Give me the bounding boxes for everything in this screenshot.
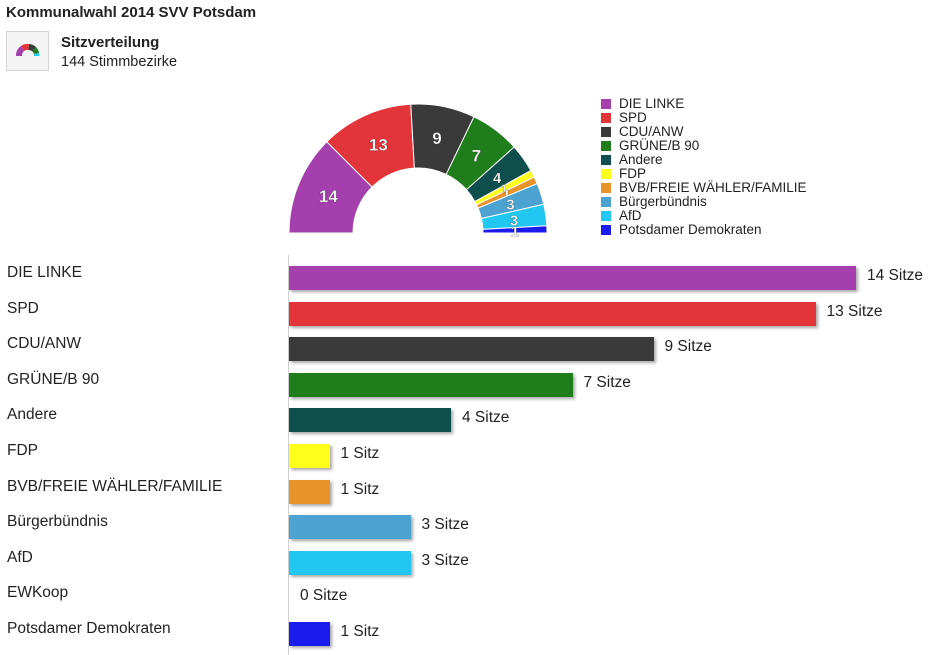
- legend-swatch: [601, 113, 611, 123]
- bar-value-label: 1 Sitz: [340, 445, 380, 462]
- legend-item[interactable]: Potsdamer Demokraten: [601, 223, 807, 237]
- legend-swatch: [601, 141, 611, 151]
- chart-subtitle: Sitzverteilung: [61, 34, 160, 51]
- bar-row: DIE LINKE 14 Sitze: [0, 256, 940, 292]
- bar[interactable]: [289, 301, 816, 326]
- legend-label: FDP: [619, 166, 646, 181]
- bar-value-label: 9 Sitze: [664, 338, 712, 356]
- bar-category-label: AfD: [7, 548, 33, 566]
- arc-slice-label: 9: [432, 129, 441, 148]
- bar-category-label: BVB/FREIE WÄHLER/FAMILIE: [7, 477, 223, 495]
- legend-item[interactable]: FDP: [601, 167, 807, 181]
- legend-item[interactable]: SPD: [601, 111, 807, 125]
- bar-row: FDP 1 Sitz: [0, 434, 940, 470]
- bar-value-label: 7 Sitze: [583, 373, 631, 391]
- legend-label: DIE LINKE: [619, 96, 685, 111]
- bar[interactable]: [289, 337, 654, 362]
- bar-row: SPD 13 Sitze: [0, 292, 940, 328]
- legend-swatch: [601, 211, 611, 221]
- legend-item[interactable]: GRÜNE/B 90: [601, 139, 807, 153]
- arc-slice-label: 1: [502, 186, 510, 203]
- bar-category-label: Andere: [7, 406, 57, 424]
- bar[interactable]: [289, 266, 856, 290]
- legend-label: Potsdamer Demokraten: [619, 222, 762, 237]
- legend-swatch: [601, 155, 611, 165]
- chart-legend: DIE LINKE SPD CDU/ANW GRÜNE/B 90 Andere FDP BV…: [601, 97, 807, 237]
- bar-row: CDU/ANW 9 Sitze: [0, 327, 940, 363]
- legend-item[interactable]: Andere: [601, 153, 807, 167]
- bar-row: Bürgerbündnis 3 Sitze: [0, 505, 940, 541]
- bar-value-label: 3 Sitze: [421, 551, 469, 569]
- arc-slice-label: 14: [319, 187, 338, 206]
- legend-label: CDU/ANW: [619, 124, 684, 139]
- bar-category-label: Potsdamer Demokraten: [7, 620, 171, 637]
- bar[interactable]: [289, 372, 573, 397]
- arc-slice-label: 3: [510, 212, 518, 229]
- bar[interactable]: [289, 550, 411, 575]
- arc-slice-potsdamer-demokraten[interactable]: [482, 225, 548, 234]
- bar-row: AfD 3 Sitze: [0, 541, 940, 577]
- bar-category-label: Bürgerbündnis: [7, 513, 108, 531]
- bar-category-label: DIE LINKE: [7, 264, 82, 281]
- bar-category-label: GRÜNE/B 90: [7, 370, 100, 388]
- bar-row: Andere 4 Sitze: [0, 398, 940, 434]
- bar-value-label: 4 Sitze: [462, 409, 510, 427]
- legend-swatch: [601, 225, 611, 235]
- legend-swatch: [601, 197, 611, 207]
- arc-slice-label: 13: [369, 135, 388, 154]
- legend-item[interactable]: AfD: [601, 209, 807, 223]
- arc-slice-label: 7: [472, 146, 481, 165]
- bar-value-label: 0 Sitze: [300, 587, 348, 605]
- bar-row: Potsdamer Demokraten 1 Sitz: [0, 612, 940, 648]
- bar-axis-line: [288, 255, 289, 655]
- arc-slice-label: 3: [506, 197, 514, 214]
- legend-label: Andere: [619, 152, 663, 167]
- legend-swatch: [601, 127, 611, 137]
- legend-swatch: [601, 169, 611, 179]
- bar-category-label: FDP: [7, 442, 38, 459]
- legend-label: Bürgerbündnis: [619, 194, 707, 209]
- arc-slice-label: 1: [511, 223, 519, 240]
- bar-value-label: 13 Sitze: [826, 302, 883, 320]
- legend-label: SPD: [619, 110, 647, 125]
- bar-value-label: 14 Sitze: [867, 267, 924, 284]
- legend-item[interactable]: DIE LINKE: [601, 97, 807, 111]
- page-title: Kommunalwahl 2014 SVV Potsdam: [6, 4, 257, 21]
- bar-value-label: 1 Sitz: [340, 480, 380, 498]
- arc-slice-label: 4: [493, 170, 502, 187]
- bar-category-label: CDU/ANW: [7, 335, 82, 353]
- bar-row: BVB/FREIE WÄHLER/FAMILIE 1 Sitz: [0, 470, 940, 506]
- legend-item[interactable]: Bürgerbündnis: [601, 195, 807, 209]
- bar[interactable]: [289, 622, 330, 646]
- bar[interactable]: [289, 479, 330, 504]
- bar[interactable]: [289, 408, 451, 433]
- legend-label: BVB/FREIE WÄHLER/FAMILIE: [619, 180, 807, 195]
- bar-row: EWKoop 0 Sitze: [0, 576, 940, 612]
- bar[interactable]: [289, 515, 411, 540]
- legend-item[interactable]: CDU/ANW: [601, 125, 807, 139]
- bar-value-label: 3 Sitze: [421, 516, 469, 534]
- legend-label: AfD: [619, 208, 642, 223]
- bar[interactable]: [289, 444, 330, 468]
- legend-swatch: [601, 99, 611, 109]
- legend-label: GRÜNE/B 90: [619, 138, 700, 153]
- bar-value-label: 1 Sitz: [340, 623, 380, 640]
- chart-subtitle-detail: 144 Stimmbezirke: [61, 54, 178, 70]
- bar-category-label: SPD: [7, 299, 39, 317]
- bar-row: GRÜNE/B 90 7 Sitze: [0, 363, 940, 399]
- legend-swatch: [601, 183, 611, 193]
- bar-category-label: EWKoop: [7, 584, 69, 602]
- arc-slice-label: 1: [500, 181, 508, 198]
- legend-item[interactable]: BVB/FREIE WÄHLER/FAMILIE: [601, 181, 807, 195]
- parliament-arc-icon[interactable]: [6, 31, 49, 71]
